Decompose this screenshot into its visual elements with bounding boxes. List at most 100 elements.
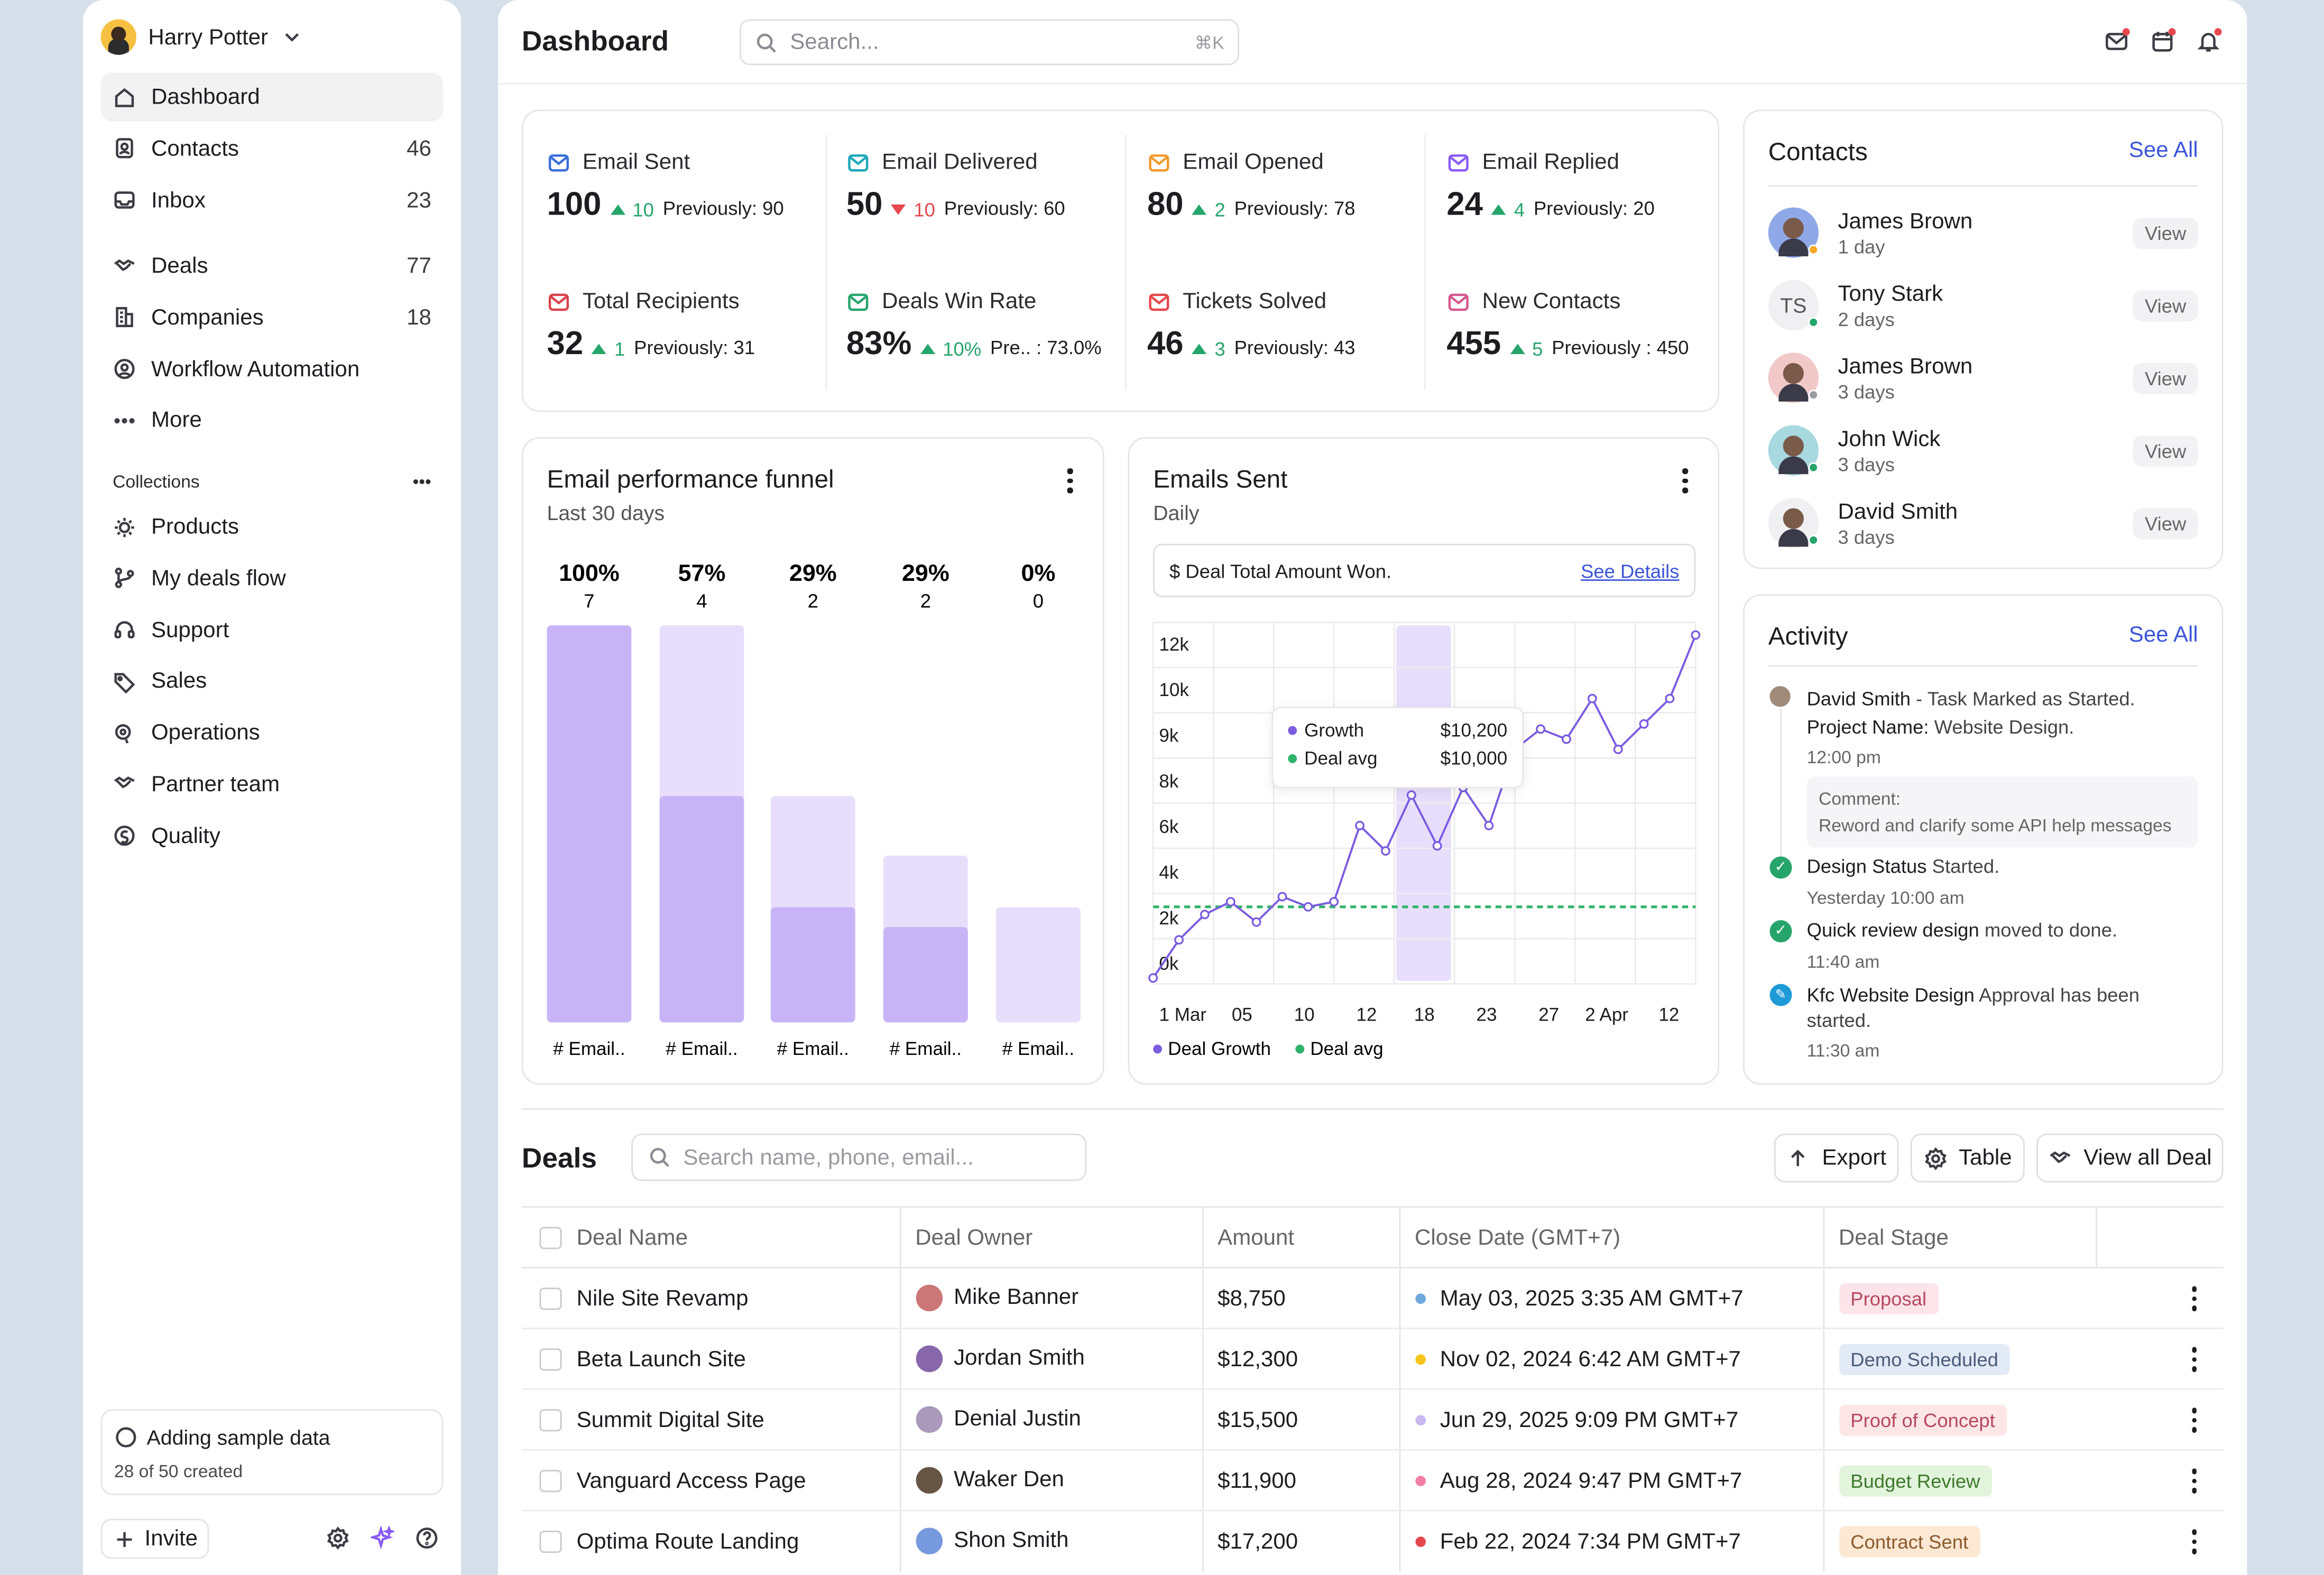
search-icon xyxy=(648,1145,671,1169)
deal-growth-point xyxy=(1691,630,1701,640)
status-dot xyxy=(1808,462,1819,473)
deals-search-input[interactable]: Search name, phone, email... xyxy=(631,1133,1087,1181)
tooltip-growth-value: $10,200 xyxy=(1440,720,1508,741)
nav-item-more[interactable]: More xyxy=(101,396,444,446)
search-shortcut: ⌘K xyxy=(1194,32,1224,53)
deal-growth-point xyxy=(1665,693,1675,703)
trend-up-icon xyxy=(610,204,625,215)
contact-item[interactable]: John Wick 3 days View xyxy=(1768,421,2198,480)
cell-deal-name: Beta Launch Site xyxy=(521,1328,900,1390)
view-contact-button[interactable]: View xyxy=(2133,217,2198,248)
col-deal-stage[interactable]: Deal Stage xyxy=(1822,1206,2096,1268)
table-row[interactable]: Nile Site Revamp Mike Banner $8,750 May … xyxy=(521,1267,2224,1329)
view-contact-button[interactable]: View xyxy=(2133,290,2198,321)
stage-badge: Contract Sent xyxy=(1838,1526,1980,1557)
date-dot xyxy=(1415,1354,1425,1365)
global-search[interactable]: Search... ⌘K xyxy=(739,19,1239,66)
nav-item-dashboard[interactable]: Dashboard xyxy=(100,72,444,122)
deal-growth-point xyxy=(1200,910,1210,920)
settings-icon xyxy=(1923,1146,1947,1170)
nav-item-contacts[interactable]: Contacts 46 xyxy=(101,124,444,173)
nav-item-my-deals-flow[interactable]: My deals flow xyxy=(101,554,444,603)
view-contact-button[interactable]: View xyxy=(2133,507,2198,539)
stat-previous: Previously : 450 xyxy=(1552,336,1689,359)
col-close-date[interactable]: Close Date (GMT+7) xyxy=(1398,1206,1823,1268)
table-row[interactable]: Vanguard Access Page Waker Den $11,900 A… xyxy=(521,1450,2224,1512)
activity-project-label: Project Name: xyxy=(1806,716,1929,738)
row-checkbox[interactable] xyxy=(539,1470,562,1493)
calendar-icon[interactable] xyxy=(2151,28,2176,53)
contacts-see-all[interactable]: See All xyxy=(2128,137,2198,163)
nav-item-inbox[interactable]: Inbox 23 xyxy=(101,175,444,225)
stat-delta: 1 xyxy=(592,338,625,360)
row-menu-icon[interactable] xyxy=(2191,1286,2197,1311)
table-button[interactable]: Table xyxy=(1910,1133,2025,1183)
activity-item: ✓ Quick review design moved to done. 11:… xyxy=(1768,919,2198,972)
trend-down-icon xyxy=(891,204,907,215)
see-details-link[interactable]: See Details xyxy=(1581,559,1680,582)
funnel-menu-icon[interactable] xyxy=(1067,468,1073,493)
contact-item[interactable]: David Smith 3 days View xyxy=(1768,494,2198,553)
contact-item[interactable]: James Brown 1 day View xyxy=(1768,203,2198,262)
row-menu-icon[interactable] xyxy=(2191,1407,2197,1433)
row-checkbox[interactable] xyxy=(539,1531,562,1553)
table-row[interactable]: Beta Launch Site Jordan Smith $12,300 No… xyxy=(521,1328,2224,1390)
contacts-icon xyxy=(113,137,136,161)
emails-sent-menu-icon[interactable] xyxy=(1682,468,1688,493)
cell-amount: $15,500 xyxy=(1201,1389,1399,1451)
col-deal-name[interactable]: Deal Name xyxy=(521,1206,900,1268)
avatar-body xyxy=(1778,529,1809,547)
col-amount[interactable]: Amount xyxy=(1201,1206,1399,1268)
table-row[interactable]: Summit Digital Site Denial Justin $15,50… xyxy=(521,1389,2224,1451)
help-icon[interactable] xyxy=(415,1526,439,1550)
contact-item[interactable]: TS Tony Stark 2 days View xyxy=(1768,275,2198,335)
nav-item-deals[interactable]: Deals 77 xyxy=(101,242,444,291)
funnel-percent-label: 0% xyxy=(1021,559,1056,586)
funnel-percent-label: 100% xyxy=(559,559,620,586)
invite-button[interactable]: Invite xyxy=(100,1518,209,1559)
nav-item-workflow[interactable]: Workflow Automation xyxy=(101,345,444,394)
row-menu-icon[interactable] xyxy=(2191,1347,2197,1372)
user-menu[interactable]: Harry Potter xyxy=(100,15,304,59)
nav-item-operations[interactable]: Operations xyxy=(101,709,444,758)
contact-item[interactable]: James Brown 3 days View xyxy=(1768,348,2198,407)
deal-name: Summit Digital Site xyxy=(576,1407,764,1432)
settings-icon[interactable] xyxy=(326,1526,350,1550)
sparkle-icon[interactable] xyxy=(370,1526,394,1550)
export-button[interactable]: Export xyxy=(1774,1133,1899,1183)
bell-icon[interactable] xyxy=(2197,28,2222,53)
view-contact-button[interactable]: View xyxy=(2133,434,2198,466)
funnel-count-label: 2 xyxy=(808,590,818,612)
select-all-checkbox[interactable] xyxy=(539,1227,562,1249)
banner-text: $ Deal Total Amount Won. xyxy=(1169,559,1392,582)
x-tick-label: 12 xyxy=(1658,1005,1679,1025)
row-menu-icon[interactable] xyxy=(2191,1530,2197,1554)
invite-label: Invite xyxy=(144,1526,198,1552)
nav-item-sales[interactable]: Sales xyxy=(101,657,444,706)
stage-badge: Proposal xyxy=(1838,1282,1939,1314)
nav-label: Sales xyxy=(151,669,207,694)
view-all-deals-button[interactable]: View all Deal xyxy=(2036,1133,2224,1183)
row-checkbox[interactable] xyxy=(539,1348,562,1371)
table-row[interactable]: Optima Route Landing Shon Smith $17,200 … xyxy=(522,1511,2224,1572)
collections-more-icon[interactable]: ••• xyxy=(412,471,431,492)
nav-item-companies[interactable]: Companies 18 xyxy=(101,293,444,342)
funnel-bar xyxy=(883,927,968,1023)
funnel-count-label: 0 xyxy=(1033,590,1044,612)
trend-up-icon xyxy=(1491,204,1507,215)
nav-item-partner-team[interactable]: Partner team xyxy=(101,760,444,809)
nav-item-quality[interactable]: Quality xyxy=(101,812,444,861)
activity-see-all[interactable]: See All xyxy=(2128,622,2198,648)
nav-item-products[interactable]: Products xyxy=(101,502,444,551)
row-checkbox[interactable] xyxy=(539,1287,562,1310)
mail-icon[interactable] xyxy=(2105,28,2130,53)
col-deal-owner[interactable]: Deal Owner xyxy=(899,1206,1202,1268)
more-icon xyxy=(113,409,136,432)
view-contact-button[interactable]: View xyxy=(2133,362,2198,394)
activity-project: Website Design. xyxy=(1929,716,2074,738)
row-menu-icon[interactable] xyxy=(2191,1468,2197,1494)
contact-name: James Brown xyxy=(1838,353,1973,379)
nav-item-support[interactable]: Support xyxy=(101,606,444,655)
top-bar: Dashboard Search... ⌘K xyxy=(498,0,2247,85)
row-checkbox[interactable] xyxy=(539,1409,562,1432)
